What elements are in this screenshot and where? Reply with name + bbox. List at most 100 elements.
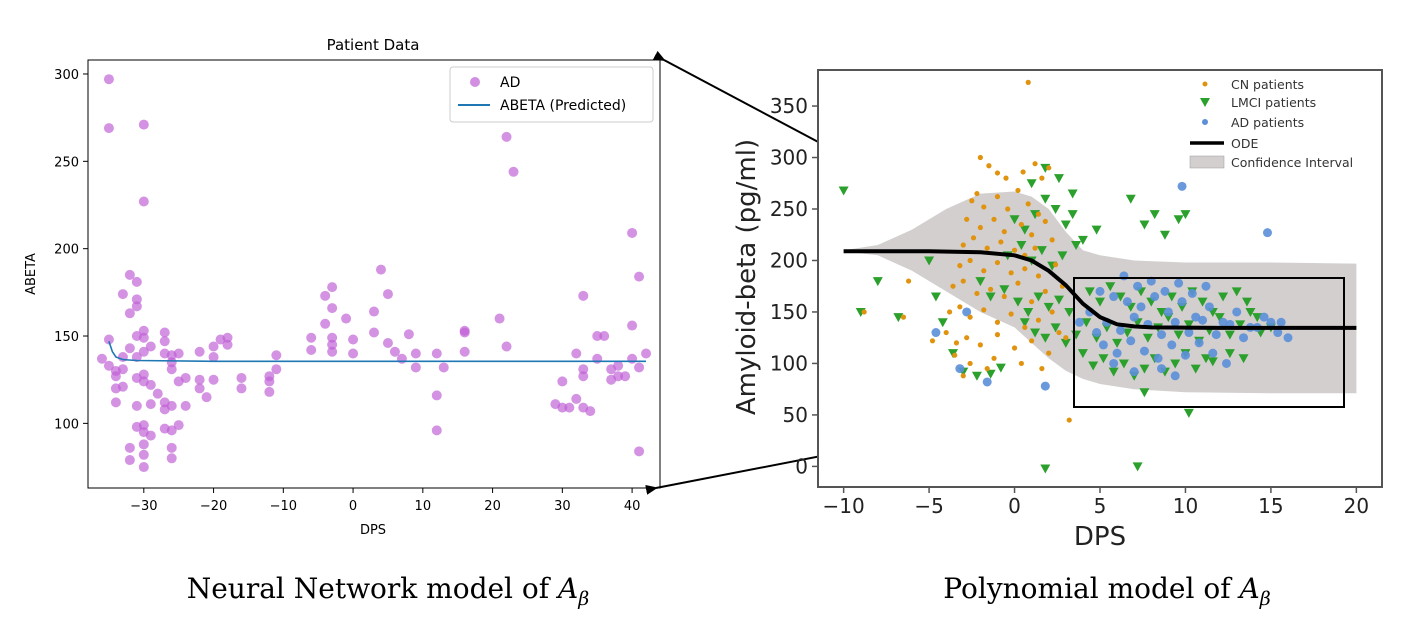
right-x-tick-label-3: 5 — [1094, 494, 1107, 518]
right-cn-point-36 — [1008, 270, 1014, 276]
right-cn-point-3 — [994, 170, 1001, 176]
left-ad-point-98 — [410, 362, 421, 373]
left-ad-point-78 — [306, 332, 317, 343]
right-ad-point-8 — [1109, 292, 1119, 302]
right-lmci-point-68 — [1139, 364, 1150, 374]
left-ad-point-100 — [431, 390, 442, 401]
left-ad-point-82 — [327, 303, 338, 314]
right-legend: CN patients LMCI patients AD patients OD… — [1189, 77, 1353, 170]
legend-ad-patients-label: AD patients — [1231, 115, 1304, 130]
right-x-axis: −10 −5 0 5 10 15 20 — [823, 487, 1369, 518]
left-ad-point-42 — [124, 442, 135, 453]
right-cn-point-18 — [977, 224, 983, 231]
right-ad-point-0 — [1177, 181, 1187, 191]
left-ad-point-113 — [557, 376, 568, 387]
left-ad-point-130 — [627, 320, 638, 331]
right-lmci-point-105 — [1139, 388, 1150, 398]
right-ad-point-39 — [1153, 353, 1163, 363]
left-y-label: ABETA — [24, 253, 39, 295]
left-ad-point-64 — [201, 392, 212, 403]
legend-ci-label: Confidence Interval — [1231, 155, 1353, 170]
right-ad-point-40 — [1167, 340, 1177, 350]
right-cn-point-76 — [1018, 360, 1024, 367]
right-cn-point-26 — [984, 245, 990, 251]
right-lmci-point-20 — [1064, 307, 1075, 317]
left-ad-point-66 — [208, 341, 219, 352]
right-ad-point-20 — [1273, 328, 1283, 338]
left-ad-point-18 — [103, 334, 114, 345]
left-caption-symbol: A — [555, 572, 578, 605]
right-ad-point-12 — [1163, 307, 1173, 317]
right-cn-point-74 — [952, 352, 958, 358]
right-ad-point-15 — [1204, 302, 1214, 312]
left-ad-point-79 — [306, 344, 317, 355]
right-cn-point-31 — [1049, 237, 1055, 243]
right-ad-point-58 — [1074, 317, 1084, 327]
left-ad-point-8 — [131, 301, 142, 312]
legend-cn-label: CN patients — [1231, 77, 1304, 92]
right-cn-point-72 — [1066, 417, 1072, 423]
right-lmci-point-50 — [1142, 333, 1153, 343]
left-ad-point-88 — [348, 348, 359, 359]
left-ad-point-87 — [341, 313, 352, 324]
right-x-tick-label-0: −10 — [823, 494, 865, 518]
right-lmci-point-102 — [1224, 349, 1235, 359]
right-ad-point-53 — [1129, 367, 1139, 377]
left-ad-point-14 — [138, 346, 149, 357]
left-ad-point-117 — [578, 364, 589, 375]
left-ad-point-61 — [194, 346, 205, 357]
zoom-box — [1073, 277, 1345, 408]
right-ad-point-11 — [1150, 292, 1160, 302]
left-ad-point-62 — [194, 374, 205, 385]
right-ad-point-32 — [1239, 333, 1249, 343]
left-ad-point-128 — [613, 371, 624, 382]
left-ad-point-85 — [327, 339, 338, 350]
right-cn-point-40 — [950, 283, 956, 289]
right-lmci-point-82 — [1156, 307, 1167, 317]
right-ad-point-35 — [1098, 340, 1108, 350]
left-chart: Patient Data −30 −20 −10 0 10 20 30 40 100 150 20… — [24, 36, 661, 538]
left-ad-point-6 — [117, 289, 128, 300]
right-ad-point-5 — [1040, 381, 1050, 391]
right-lmci-point-34 — [1026, 179, 1037, 189]
right-ad-point-9 — [1122, 297, 1132, 307]
right-ad-point-10 — [1136, 302, 1146, 312]
left-ad-point-119 — [578, 290, 589, 301]
left-ad-point-77 — [271, 350, 282, 361]
left-ad-point-109 — [501, 341, 512, 352]
right-cn-point-45 — [1015, 280, 1021, 286]
left-ad-point-136 — [641, 348, 652, 359]
right-cn-point-61 — [977, 342, 983, 348]
left-ad-point-124 — [599, 331, 610, 342]
legend-lmci-label: LMCI patients — [1231, 95, 1316, 110]
right-cn-point-70 — [900, 314, 907, 320]
left-ad-point-102 — [431, 348, 442, 359]
right-lmci-point-95 — [1159, 230, 1170, 240]
right-cn-point-15 — [1025, 201, 1031, 207]
left-ad-point-37 — [145, 430, 156, 441]
right-lmci-point-32 — [1057, 251, 1068, 261]
right-ad-point-42 — [1194, 338, 1204, 348]
left-x-label: DPS — [360, 523, 386, 538]
right-lmci-point-19 — [1053, 295, 1064, 305]
right-cn-point-43 — [988, 286, 994, 292]
right-cn-point-22 — [1029, 232, 1035, 238]
left-x-tick-label-0: −30 — [130, 499, 157, 514]
left-x-tick-label-3: 0 — [349, 499, 357, 514]
right-points-layer — [838, 79, 1293, 474]
legend-ad-patients-marker — [1202, 119, 1208, 125]
right-ad-point-4 — [982, 377, 992, 387]
left-caption-text: Neural Network model of — [187, 572, 558, 605]
left-ad-point-41 — [124, 455, 135, 466]
right-ad-point-46 — [1133, 281, 1143, 291]
right-lmci-point-64 — [1098, 354, 1109, 364]
left-ad-point-15 — [131, 351, 142, 362]
right-lmci-point-66 — [1118, 359, 1129, 369]
left-ad-point-118 — [578, 371, 589, 382]
left-ad-point-3 — [138, 196, 149, 207]
right-lmci-point-63 — [1088, 361, 1099, 371]
left-ad-point-72 — [236, 383, 247, 394]
right-cn-point-73 — [929, 338, 936, 344]
right-ad-point-49 — [1174, 278, 1184, 288]
left-ad-point-46 — [166, 357, 177, 368]
